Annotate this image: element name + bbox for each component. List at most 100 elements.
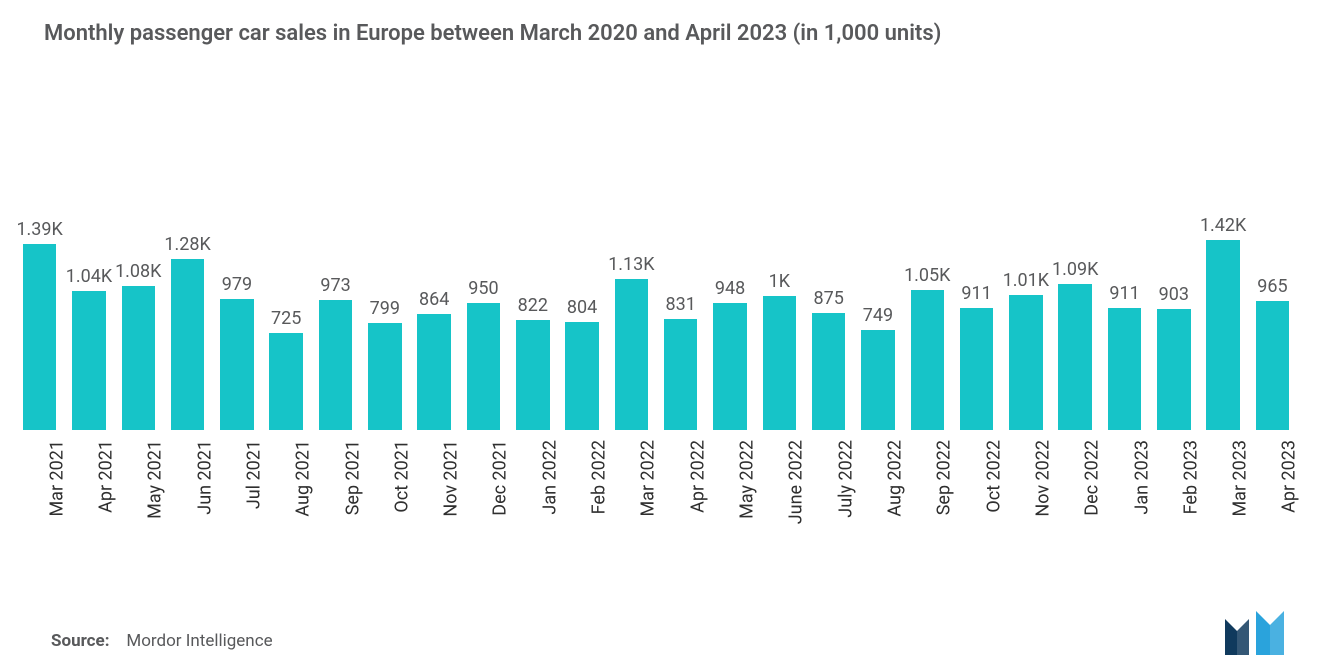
- bar-value-label: 1.39K: [16, 219, 62, 244]
- bar-slot: 831Apr 2022: [656, 240, 705, 430]
- x-tick-label: Jan 2023: [1131, 440, 1152, 515]
- bar-value-label: 725: [271, 308, 301, 333]
- x-tick-label: Apr 2021: [95, 440, 116, 513]
- bar-value-label: 1.09K: [1052, 259, 1098, 284]
- bar: 1.05K: [911, 290, 945, 430]
- bar-value-label: 948: [715, 278, 745, 303]
- x-tick-label: Nov 2021: [440, 440, 461, 517]
- bar: 911: [960, 308, 994, 430]
- plot-area: 1.39KMar 20211.04KApr 20211.08KMay 20211…: [15, 240, 1297, 430]
- source-label: Source:: [51, 631, 109, 651]
- bar-slot: 799Oct 2021: [360, 240, 409, 430]
- bar-value-label: 1.13K: [608, 254, 654, 279]
- x-tick-label: Mar 2022: [638, 440, 659, 517]
- source-attribution: Source: Mordor Intelligence: [51, 631, 273, 651]
- x-tick-label: Nov 2022: [1032, 440, 1053, 517]
- bar: 799: [368, 323, 402, 430]
- x-tick-label: Aug 2021: [293, 440, 314, 517]
- bar-slot: 973Sep 2021: [311, 240, 360, 430]
- bar-value-label: 903: [1159, 284, 1189, 309]
- bar-slot: 875July 2022: [804, 240, 853, 430]
- x-tick-label: Feb 2022: [588, 440, 609, 514]
- bar-value-label: 911: [1109, 283, 1139, 308]
- bar-slot: 804Feb 2022: [557, 240, 606, 430]
- bar-value-label: 950: [468, 278, 498, 303]
- bar-value-label: 965: [1257, 276, 1287, 301]
- bar-slot: 911Jan 2023: [1100, 240, 1149, 430]
- x-tick-label: Jan 2022: [539, 440, 560, 515]
- bar-slot: 822Jan 2022: [508, 240, 557, 430]
- x-tick-label: Jun 2021: [194, 440, 215, 515]
- bar: 973: [319, 300, 353, 430]
- bar-slot: 1KJune 2022: [755, 240, 804, 430]
- bar-slot: 950Dec 2021: [459, 240, 508, 430]
- bar-slot: 1.08KMay 2021: [114, 240, 163, 430]
- bar-slot: 1.13KMar 2022: [607, 240, 656, 430]
- bar-value-label: 979: [222, 274, 252, 299]
- bar-value-label: 1.01K: [1003, 270, 1049, 295]
- bar: 911: [1108, 308, 1142, 430]
- x-tick-label: Feb 2023: [1180, 440, 1201, 514]
- bar: 864: [417, 314, 451, 430]
- bar: 804: [565, 322, 599, 430]
- bar-value-label: 1.28K: [164, 234, 210, 259]
- bar-slot: 903Feb 2023: [1149, 240, 1198, 430]
- bar: 725: [269, 333, 303, 430]
- bar-slot: 1.04KApr 2021: [64, 240, 113, 430]
- bar-slot: 948May 2022: [705, 240, 754, 430]
- x-tick-label: Dec 2022: [1082, 440, 1103, 516]
- bar: 831: [664, 319, 698, 430]
- x-tick-label: July 2022: [835, 440, 856, 518]
- bar-slot: 725Aug 2021: [262, 240, 311, 430]
- x-tick-label: Mar 2021: [46, 440, 67, 517]
- x-tick-label: June 2022: [786, 440, 807, 524]
- bar-value-label: 822: [518, 295, 548, 320]
- bar: 948: [713, 303, 747, 430]
- bar: 1.28K: [171, 259, 205, 430]
- bar: 875: [812, 313, 846, 430]
- bar-slot: 1.39KMar 2021: [15, 240, 64, 430]
- bar-slot: 979Jul 2021: [212, 240, 261, 430]
- bar: 749: [861, 330, 895, 430]
- bar-slot: 911Oct 2022: [952, 240, 1001, 430]
- bar-value-label: 1K: [769, 271, 790, 296]
- bar-value-label: 973: [320, 275, 350, 300]
- x-tick-label: Mar 2023: [1229, 440, 1250, 517]
- bar-value-label: 804: [567, 297, 597, 322]
- bar-value-label: 831: [666, 294, 696, 319]
- bar-value-label: 799: [370, 298, 400, 323]
- bar-slot: 965Apr 2023: [1248, 240, 1297, 430]
- x-tick-label: May 2022: [736, 440, 757, 519]
- bar: 979: [220, 299, 254, 430]
- bar-value-label: 1.05K: [904, 265, 950, 290]
- bar-slot: 1.01KNov 2022: [1001, 240, 1050, 430]
- x-tick-label: May 2021: [145, 440, 166, 519]
- bar: 1.42K: [1206, 240, 1240, 430]
- bar-slot: 864Nov 2021: [410, 240, 459, 430]
- bar: 822: [516, 320, 550, 430]
- x-tick-label: Jul 2021: [243, 440, 264, 509]
- bar-value-label: 864: [419, 289, 449, 314]
- bar: 1.01K: [1009, 295, 1043, 430]
- x-tick-label: Sep 2022: [934, 440, 955, 515]
- bar: 950: [467, 303, 501, 430]
- bar: 965: [1256, 301, 1290, 430]
- x-tick-label: Oct 2022: [983, 440, 1004, 513]
- bar: 1.13K: [615, 279, 649, 430]
- brand-logo: [1224, 611, 1286, 655]
- chart-title: Monthly passenger car sales in Europe be…: [44, 21, 941, 46]
- bar: 903: [1157, 309, 1191, 430]
- bar: 1.04K: [72, 291, 106, 430]
- bar-slot: 1.09KDec 2022: [1051, 240, 1100, 430]
- bar: 1.09K: [1058, 284, 1092, 430]
- x-tick-label: Oct 2021: [391, 440, 412, 513]
- x-tick-label: Sep 2021: [342, 440, 363, 515]
- bar-value-label: 1.42K: [1200, 215, 1246, 240]
- bar-slot: 1.28KJun 2021: [163, 240, 212, 430]
- bar: 1K: [763, 296, 797, 430]
- x-tick-label: Dec 2021: [490, 440, 511, 516]
- chart-container: Monthly passenger car sales in Europe be…: [0, 0, 1320, 665]
- x-tick-label: Aug 2022: [884, 440, 905, 517]
- bar-value-label: 749: [863, 305, 893, 330]
- mordor-logo-icon: [1224, 611, 1286, 655]
